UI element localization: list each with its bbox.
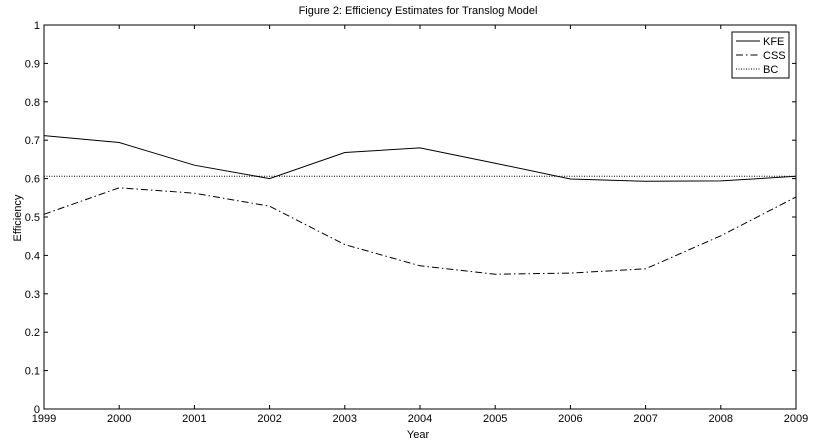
y-tick-label: 0.6: [25, 174, 40, 186]
x-tick-label: 2006: [558, 413, 582, 425]
x-tick-label: 2001: [182, 413, 206, 425]
legend: KFE CSS BC: [731, 31, 790, 79]
x-tick-label: 2009: [784, 413, 808, 425]
x-tick-label: 2007: [633, 413, 657, 425]
plot-frame: [43, 24, 797, 410]
y-tick-label: 0: [34, 404, 40, 416]
y-tick-label: 0.7: [25, 135, 40, 147]
x-tick-label: 2003: [333, 413, 357, 425]
x-tick-label: 2004: [408, 413, 432, 425]
legend-label-kfe: KFE: [763, 36, 784, 48]
x-tick-label: 2002: [257, 413, 281, 425]
x-tick-label: 1999: [32, 413, 56, 425]
y-axis-label: Efficiency: [12, 194, 24, 241]
x-axis-label: Year: [407, 429, 430, 441]
chart-title: Figure 2: Efficiency Estimates for Trans…: [299, 5, 538, 17]
y-tick-label: 0.2: [25, 327, 40, 339]
y-tick-label: 0.4: [25, 250, 40, 262]
plot-area: 1999 2000 2001 2002 2003 2004 2005 2006 2007 2008…: [25, 20, 809, 425]
series-line-kfe: [43, 135, 797, 182]
y-tick-label: 0.8: [25, 97, 40, 109]
x-tick-label: 2008: [709, 413, 733, 425]
y-tick-label: 0.9: [25, 58, 40, 70]
x-tick-label: 2005: [483, 413, 507, 425]
legend-label-bc: BC: [763, 64, 778, 76]
y-tick-label: 0.3: [25, 289, 40, 301]
series-line-css: [43, 187, 797, 275]
y-tick-label: 0.1: [25, 366, 40, 378]
y-tick-label: 1: [34, 20, 40, 32]
y-tick-label: 0.5: [25, 212, 40, 224]
legend-label-css: CSS: [763, 50, 786, 62]
x-tick-label: 2000: [107, 413, 131, 425]
